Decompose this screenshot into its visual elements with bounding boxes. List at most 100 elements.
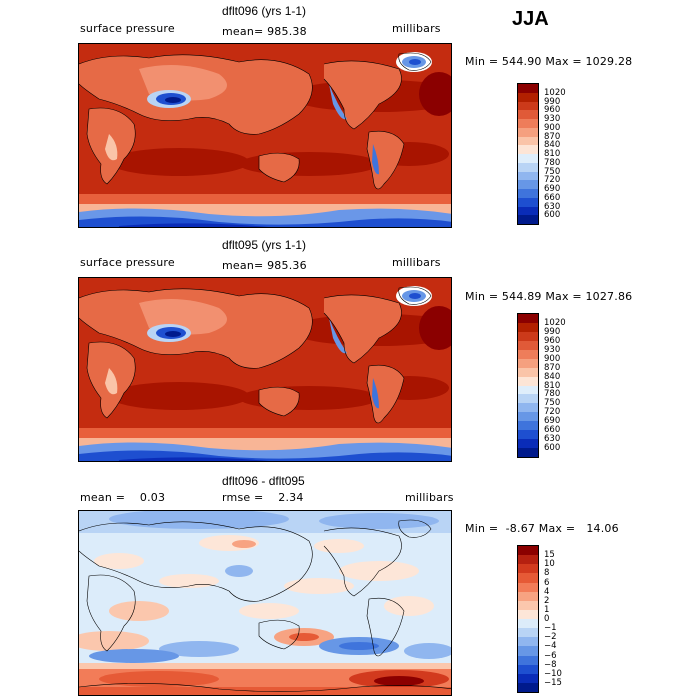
panel1-colorbar: [517, 83, 539, 225]
colorbar-tick-label: 690: [544, 184, 561, 194]
colorbar-swatch: [518, 367, 538, 377]
colorbar-tick-label: 720: [544, 175, 561, 186]
colorbar-swatch: [518, 573, 538, 583]
colorbar-tick-label: −4: [544, 641, 557, 652]
colorbar-tick-label: 930: [544, 114, 561, 124]
panel3-map: [78, 510, 452, 696]
colorbar-tick-label: 930: [544, 344, 561, 355]
colorbar-tick-label: 1020: [544, 317, 566, 328]
colorbar-swatch: [518, 385, 538, 395]
panel2-map-canvas: [79, 278, 451, 461]
colorbar-swatch: [518, 206, 538, 216]
panel1-mean-label: mean= 985.38: [222, 25, 307, 38]
colorbar-swatch: [518, 376, 538, 386]
colorbar-tick-label: −2: [544, 632, 557, 643]
panel1-map-canvas: [79, 44, 451, 227]
colorbar-tick-label: 0: [544, 614, 550, 624]
colorbar-tick-label: 840: [544, 140, 561, 151]
colorbar-tick-label: −6: [544, 650, 557, 661]
colorbar-tick-label: 750: [544, 398, 561, 409]
panel1-minmax: Min = 544.90 Max = 1029.28: [465, 55, 633, 68]
colorbar-swatch: [518, 110, 538, 119]
colorbar-swatch: [518, 619, 538, 629]
colorbar-tick-label: 630: [544, 434, 561, 445]
panel3-rmse-label: rmse = 2.34: [222, 491, 304, 504]
colorbar-swatch: [518, 421, 538, 431]
colorbar-swatch: [518, 403, 538, 413]
colorbar-swatch: [518, 582, 538, 592]
panel2-mean-label: mean= 985.36: [222, 259, 307, 272]
colorbar-tick-label: 750: [544, 166, 561, 177]
colorbar-swatch: [518, 314, 538, 323]
colorbar-tick-label: −1: [544, 623, 557, 634]
colorbar-swatch: [518, 189, 538, 198]
colorbar-tick-label: 660: [544, 425, 561, 436]
colorbar-swatch: [518, 609, 538, 619]
colorbar-swatch: [518, 180, 538, 189]
colorbar-swatch: [518, 215, 538, 224]
colorbar-swatch: [518, 430, 538, 440]
colorbar-tick-label: 990: [544, 96, 561, 107]
colorbar-tick-label: 10: [544, 559, 555, 570]
colorbar-swatch: [518, 655, 538, 665]
colorbar-swatch: [518, 340, 538, 350]
colorbar-swatch: [518, 322, 538, 332]
colorbar-swatch: [518, 127, 538, 137]
colorbar-swatch: [518, 564, 538, 574]
colorbar-tick-label: 990: [544, 326, 561, 337]
colorbar-tick-label: 1: [544, 604, 550, 615]
colorbar-swatch: [518, 136, 538, 146]
panel1-map: [78, 43, 452, 228]
colorbar-swatch: [518, 349, 538, 359]
colorbar-tick-label: −15: [544, 677, 562, 688]
colorbar-tick-label: 6: [544, 577, 550, 588]
panel3-mean-label: mean = 0.03: [80, 491, 166, 504]
colorbar-tick-label: 810: [544, 149, 561, 159]
panel2-field-label: surface pressure: [80, 256, 175, 269]
colorbar-swatch: [518, 145, 538, 154]
colorbar-tick-label: 600: [544, 443, 561, 454]
panel3-units-label: millibars: [405, 491, 454, 504]
colorbar-tick-label: −8: [544, 659, 557, 670]
colorbar-tick-label: 1020: [544, 87, 566, 98]
colorbar-tick-label: 600: [544, 210, 561, 221]
colorbar-swatch: [518, 101, 538, 111]
colorbar-tick-label: 720: [544, 407, 561, 418]
panel1-title: dflt096 (yrs 1-1): [222, 4, 307, 18]
colorbar-tick-label: 900: [544, 353, 561, 364]
colorbar-tick-label: 4: [544, 586, 550, 597]
panel2-map: [78, 277, 452, 462]
colorbar-tick-label: 660: [544, 192, 561, 203]
colorbar-swatch: [518, 628, 538, 638]
colorbar-swatch: [518, 673, 538, 683]
colorbar-tick-label: 780: [544, 157, 561, 168]
colorbar-tick-label: 780: [544, 389, 561, 400]
colorbar-swatch: [518, 84, 538, 93]
panel1-field-label: surface pressure: [80, 22, 175, 35]
colorbar-tick-label: 960: [544, 105, 561, 116]
panel2-title: dflt095 (yrs 1-1): [222, 238, 307, 252]
colorbar-swatch: [518, 197, 538, 207]
colorbar-swatch: [518, 555, 538, 565]
colorbar-tick-label: 870: [544, 131, 561, 142]
colorbar-tick-label: 8: [544, 568, 550, 579]
colorbar-swatch: [518, 546, 538, 556]
colorbar-tick-label: 2: [544, 595, 550, 606]
colorbar-tick-label: 810: [544, 380, 561, 391]
colorbar-swatch: [518, 154, 538, 163]
colorbar-swatch: [518, 682, 538, 692]
colorbar-swatch: [518, 591, 538, 601]
colorbar-tick-label: 870: [544, 362, 561, 373]
colorbar-swatch: [518, 439, 538, 449]
colorbar-tick-label: 840: [544, 371, 561, 382]
colorbar-tick-label: 900: [544, 122, 561, 133]
colorbar-swatch: [518, 162, 538, 172]
colorbar-tick-label: 15: [544, 550, 555, 561]
panel2-colorbar: [517, 313, 539, 458]
colorbar-tick-label: 690: [544, 416, 561, 427]
panel3-minmax: Min = -8.67 Max = 14.06: [465, 522, 619, 535]
panel1-units-label: millibars: [392, 22, 441, 35]
panel3-map-canvas: [79, 511, 451, 695]
colorbar-swatch: [518, 358, 538, 368]
colorbar-swatch: [518, 119, 538, 128]
